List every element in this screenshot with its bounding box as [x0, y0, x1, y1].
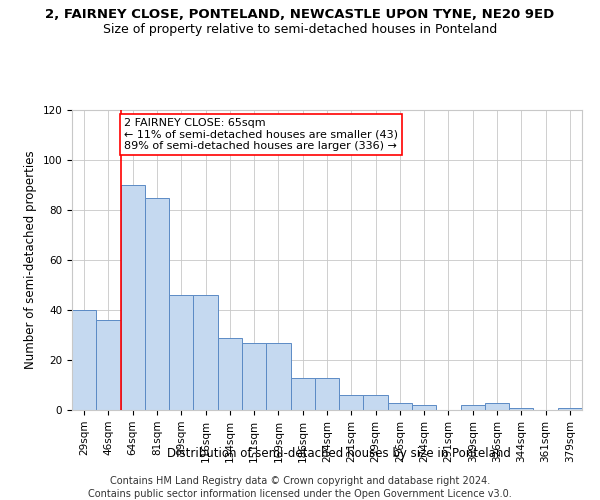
Text: 2 FAIRNEY CLOSE: 65sqm
← 11% of semi-detached houses are smaller (43)
89% of sem: 2 FAIRNEY CLOSE: 65sqm ← 11% of semi-det… [124, 118, 398, 150]
Bar [218, 338, 242, 410]
Bar [485, 402, 509, 410]
Bar [558, 408, 582, 410]
Bar [509, 408, 533, 410]
Text: 2, FAIRNEY CLOSE, PONTELAND, NEWCASTLE UPON TYNE, NE20 9ED: 2, FAIRNEY CLOSE, PONTELAND, NEWCASTLE U… [46, 8, 554, 20]
Y-axis label: Number of semi-detached properties: Number of semi-detached properties [24, 150, 37, 370]
Bar [364, 395, 388, 410]
Text: Contains public sector information licensed under the Open Government Licence v3: Contains public sector information licen… [88, 489, 512, 499]
Bar [388, 402, 412, 410]
Bar [169, 295, 193, 410]
Bar [339, 395, 364, 410]
Bar [242, 342, 266, 410]
Bar [193, 295, 218, 410]
Bar [315, 378, 339, 410]
Bar [461, 405, 485, 410]
Text: Size of property relative to semi-detached houses in Ponteland: Size of property relative to semi-detach… [103, 22, 497, 36]
Bar [266, 342, 290, 410]
Text: Distribution of semi-detached houses by size in Ponteland: Distribution of semi-detached houses by … [167, 448, 511, 460]
Bar [96, 320, 121, 410]
Bar [121, 185, 145, 410]
Bar [72, 310, 96, 410]
Text: Contains HM Land Registry data © Crown copyright and database right 2024.: Contains HM Land Registry data © Crown c… [110, 476, 490, 486]
Bar [145, 198, 169, 410]
Bar [290, 378, 315, 410]
Bar [412, 405, 436, 410]
